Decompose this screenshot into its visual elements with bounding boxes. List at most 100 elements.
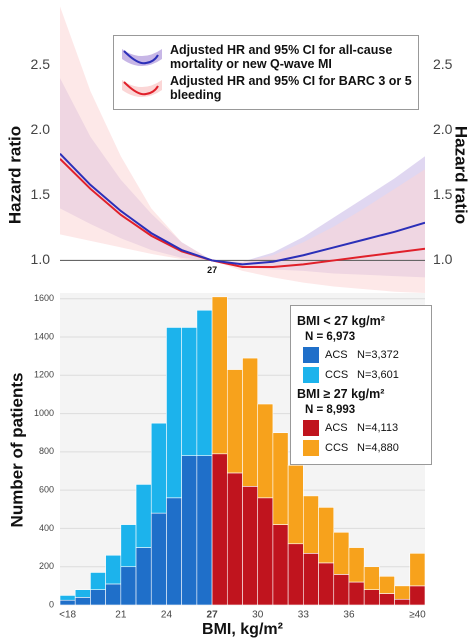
legend-entry: CCS N=4,880	[303, 440, 425, 456]
legend-count: N=3,601	[357, 369, 399, 381]
legend-swatch	[303, 440, 319, 456]
legend-entry: Adjusted HR and 95% CI for BARC 3 or 5 b…	[120, 74, 412, 102]
bar-segment	[150, 422, 167, 514]
y-tick-label: 600	[39, 485, 54, 495]
x-tick-label: 27	[207, 265, 217, 275]
bar-segment	[166, 497, 182, 606]
legend: Adjusted HR and 95% CI for all-cause mor…	[113, 35, 419, 110]
bar-segment	[226, 472, 243, 606]
y-tick-label: 2.0	[31, 121, 51, 137]
y-tick-label: 800	[39, 446, 54, 456]
y-tick-label: 1600	[34, 293, 54, 303]
x-tick-label: 33	[298, 610, 310, 621]
bar-segment	[90, 572, 106, 590]
y-tick-label: 1400	[34, 331, 54, 341]
bar-segment	[287, 543, 304, 606]
y-axis-label: Hazard ratio	[5, 126, 24, 224]
y-tick-label: 0	[49, 599, 54, 609]
legend-line	[123, 50, 159, 65]
bar-segment	[287, 464, 304, 545]
bar-segment	[74, 597, 91, 606]
bar-segment	[211, 453, 228, 606]
y-tick-label: 1.5	[31, 186, 51, 202]
bar-segment	[394, 598, 411, 606]
ci-band	[60, 6, 425, 293]
bar-segment	[135, 547, 152, 606]
y2-tick-label: 2.0	[433, 121, 453, 137]
bar-segment	[150, 512, 167, 606]
bar-segment	[196, 455, 213, 606]
legend-entry: ACS N=4,113	[303, 420, 425, 436]
y2-tick-label: 2.5	[433, 56, 453, 72]
legend-line	[123, 81, 159, 96]
legend-group-title: BMI ≥ 27 kg/m²	[297, 387, 385, 401]
bar-segment	[363, 589, 380, 606]
bar-segment	[105, 554, 122, 585]
x-tick-label: 27	[207, 610, 219, 621]
bar-segment	[348, 547, 365, 583]
legend: BMI < 27 kg/m² N = 6,973 ACS N=3,372 CCS N=3,…	[290, 305, 432, 465]
hr-line	[60, 152, 425, 266]
bar-segment	[318, 562, 335, 606]
x-tick-label: 36	[343, 610, 355, 621]
legend-count: N=3,372	[357, 349, 399, 361]
bar-segment	[272, 524, 289, 606]
bar-segment	[242, 486, 259, 606]
legend-entry: Adjusted HR and 95% CI for all-cause mor…	[120, 43, 412, 71]
y-tick-label: 2.5	[31, 56, 51, 72]
legend-group-n: N = 6,973	[305, 331, 356, 343]
legend-label: Adjusted HR and 95% CI for all-cause mor…	[170, 43, 393, 71]
legend-label: ACS	[325, 422, 348, 434]
bar-segment	[257, 403, 274, 499]
bar-segment	[181, 327, 198, 456]
legend-swatch	[303, 367, 319, 383]
y-tick-label: 1.0	[31, 251, 51, 267]
legend-entry: ACS N=3,372	[303, 347, 425, 363]
bar-segment	[120, 524, 137, 568]
y2-tick-label: 1.5	[433, 186, 453, 202]
bar-segment	[74, 589, 91, 598]
x-tick-label: 21	[115, 610, 127, 621]
y-tick-label: 400	[39, 523, 54, 533]
bar-segment	[257, 497, 274, 606]
legend-swatch	[303, 347, 319, 363]
bar-segment	[409, 553, 426, 587]
bar-segment	[333, 531, 350, 575]
bar-segment	[196, 309, 213, 456]
bar-segment	[181, 455, 198, 606]
bar-segment	[120, 566, 137, 606]
bar-segment	[59, 595, 76, 601]
bar-segment	[59, 599, 76, 606]
bar-segment	[135, 484, 152, 548]
x-axis-label: BMI, kg/m²	[202, 621, 283, 638]
bar-segment	[105, 583, 122, 606]
legend-label: CCS	[325, 369, 349, 381]
legend-group-title: BMI < 27 kg/m²	[297, 314, 385, 328]
bar-segment	[303, 495, 319, 554]
y-tick-label: 1200	[34, 370, 54, 380]
bar-segment	[272, 432, 289, 525]
bar-segment	[363, 566, 380, 590]
legend-label: Adjusted HR and 95% CI for BARC 3 or 5 b…	[170, 74, 412, 102]
x-tick-label: <18	[59, 610, 76, 621]
legend-label: CCS	[325, 442, 349, 454]
bar-segment	[226, 369, 243, 474]
bar-segment	[348, 581, 365, 606]
x-tick-label: 30	[252, 610, 264, 621]
legend-count: N=4,113	[357, 422, 399, 434]
bar-segment	[394, 585, 411, 600]
y2-tick-label: 1.0	[433, 251, 453, 267]
x-tick-label: 24	[161, 610, 173, 621]
hr-line	[60, 158, 425, 268]
legend-label: ACS	[325, 349, 348, 361]
y-axis-label: Number of patients	[7, 373, 26, 528]
bar-segment	[90, 589, 106, 606]
legend-entry: CCS N=3,601	[303, 367, 425, 383]
legend-count: N=4,880	[357, 442, 399, 454]
legend-icon	[122, 80, 162, 97]
legend-group-n: N = 8,993	[305, 404, 356, 416]
x-tick-label: ≥40	[409, 610, 426, 621]
bar-segment	[211, 296, 228, 455]
y-tick-label: 200	[39, 561, 54, 571]
